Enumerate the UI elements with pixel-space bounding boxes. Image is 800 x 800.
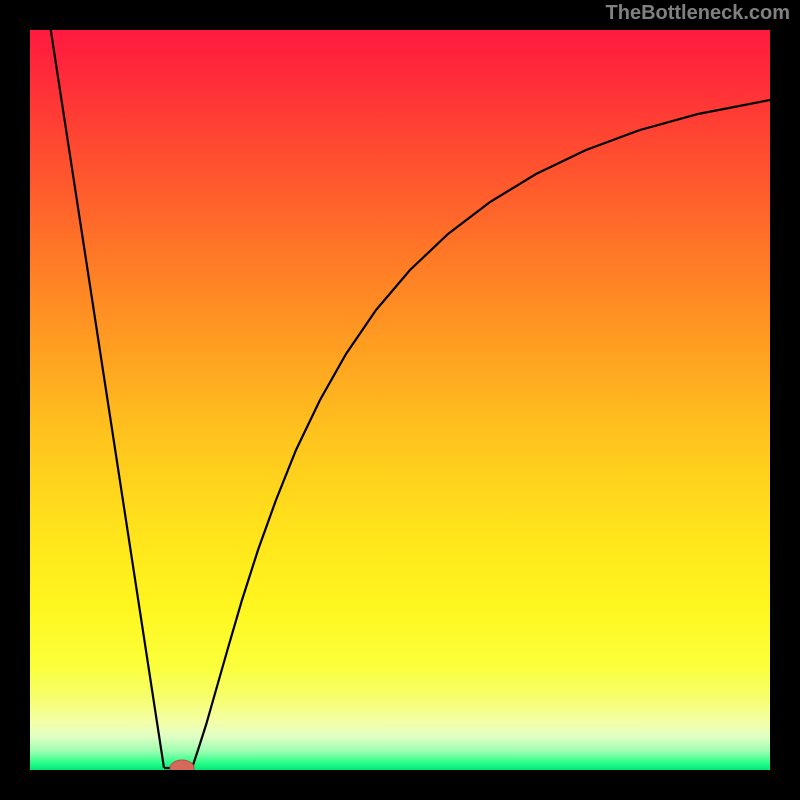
gradient-background	[30, 30, 770, 770]
plot-area	[30, 30, 770, 770]
chart-frame: TheBottleneck.com	[0, 0, 800, 800]
watermark-text: TheBottleneck.com	[606, 2, 790, 25]
